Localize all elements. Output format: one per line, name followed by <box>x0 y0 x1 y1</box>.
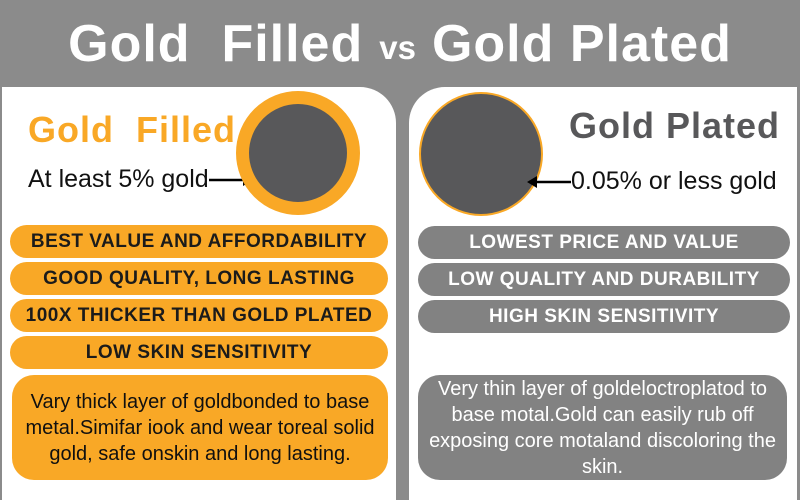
arrow-left-icon <box>527 175 571 188</box>
gold-plated-feature-list: LOWEST PRICE AND VALUE LOW QUALITY AND D… <box>418 226 790 333</box>
gold-filled-annotation: At least 5% gold <box>28 165 253 194</box>
gold-plated-annotation: 0.05% or less gold <box>527 167 777 196</box>
gold-filled-feature-list: BEST VALUE AND AFFORDABILITY GOOD QUALIT… <box>10 225 388 369</box>
gold-plated-cross-section-icon <box>419 92 543 216</box>
header-title-gold-filled: Gold Filled <box>68 14 364 73</box>
gold-filled-annotation-label: At least 5% gold <box>28 165 209 193</box>
gold-plated-annotation-label: 0.05% or less gold <box>571 167 777 195</box>
gold-plated-description-text: Very thin layer of goldeloctroplatod to … <box>429 377 776 478</box>
gold-filled-description-text: Vary thick layer of goldbonded to base m… <box>25 390 375 465</box>
gold-filled-panel: Gold Filled At least 5% gold BEST VALUE … <box>2 87 396 500</box>
gold-plated-description-box: Very thin layer of goldeloctroplatod to … <box>418 375 787 480</box>
feature-pill: GOOD QUALITY, LONG LASTING <box>10 262 388 295</box>
feature-pill: BEST VALUE AND AFFORDABILITY <box>10 225 388 258</box>
header-title-vs: vs <box>379 28 416 66</box>
header-banner: Gold Filled vs Gold Plated <box>0 0 800 87</box>
gold-filled-heading: Gold Filled <box>28 109 236 150</box>
feature-pill: LOW SKIN SENSITIVITY <box>10 336 388 369</box>
header-title-gold-plated: Gold Plated <box>431 14 732 73</box>
gold-plated-heading: Gold Plated <box>569 105 781 146</box>
gold-filled-cross-section-icon <box>236 91 360 215</box>
feature-pill: LOW QUALITY AND DURABILITY <box>418 263 790 296</box>
feature-pill: HIGH SKIN SENSITIVITY <box>418 300 790 333</box>
feature-pill: LOWEST PRICE AND VALUE <box>418 226 790 259</box>
gold-plated-panel: Gold Plated 0.05% or less gold LOWEST PR… <box>409 87 797 500</box>
gold-filled-description-box: Vary thick layer of goldbonded to base m… <box>12 375 388 480</box>
feature-pill: 100X THICKER THAN GOLD PLATED <box>10 299 388 332</box>
